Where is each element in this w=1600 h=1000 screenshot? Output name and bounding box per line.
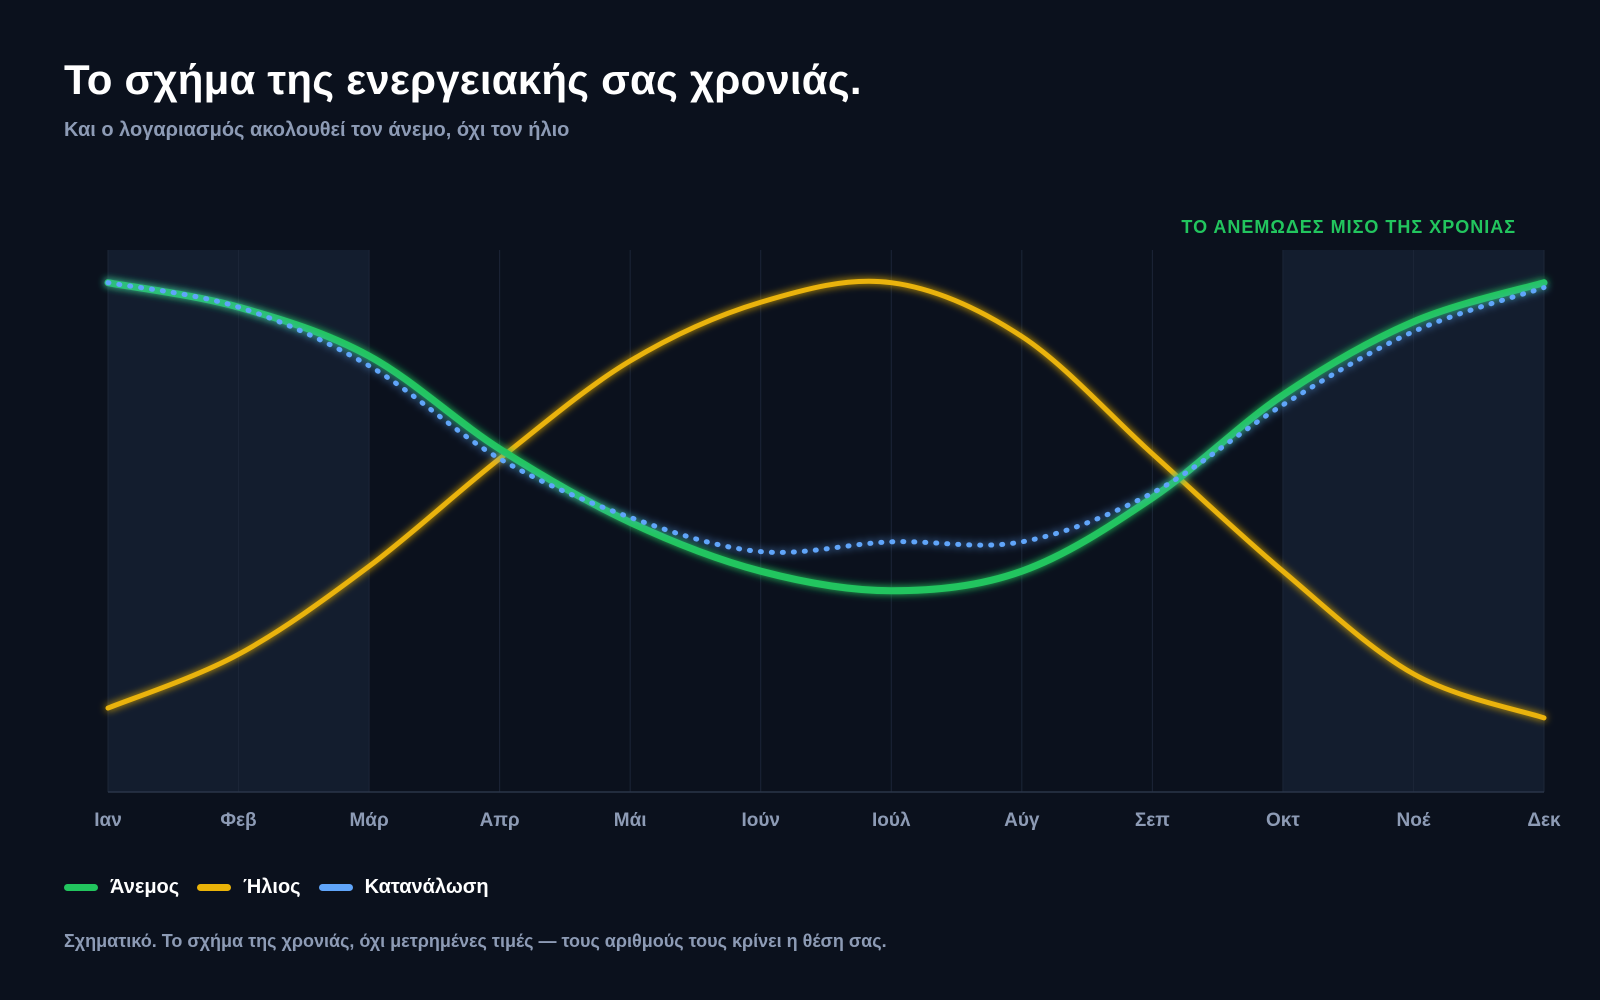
chart-title: Το σχήμα της ενεργειακής σας χρονιάς. xyxy=(64,56,862,103)
series-line-sun xyxy=(105,278,1547,721)
legend-label-wind: Άνεμος xyxy=(110,876,180,898)
legend-item-wind: Άνεμος xyxy=(64,876,179,899)
legend-label-sun: Ήλιος xyxy=(243,876,301,898)
x-tick-label: Μάι xyxy=(614,810,647,831)
x-tick-label: Οκτ xyxy=(1266,810,1300,831)
x-tick-label: Μάρ xyxy=(349,810,389,831)
x-tick-label: Απρ xyxy=(480,810,520,831)
x-tick-label: Φεβ xyxy=(220,810,256,831)
series-line-wind xyxy=(104,279,1548,595)
windy-half-annotation: ΤΟ ΑΝΕΜΩΔΕΣ ΜΙΣΟ ΤΗΣ ΧΡΟΝΙΑΣ xyxy=(1181,217,1516,237)
legend-swatch-sun xyxy=(197,884,232,891)
x-tick-label: Δεκ xyxy=(1527,810,1561,831)
legend-label-consumption: Κατανάλωση xyxy=(364,876,489,898)
chart-legend: Άνεμος Ήλιος Κατανάλωση xyxy=(64,876,507,899)
x-tick-label: Αύγ xyxy=(1004,810,1040,831)
series-line-consumption xyxy=(105,280,1547,555)
legend-swatch-wind xyxy=(64,884,98,891)
chart-subtitle: Και ο λογαριασμός ακολουθεί τον άνεμο, ό… xyxy=(64,119,570,141)
x-tick-label: Νοέ xyxy=(1397,810,1431,831)
legend-item-consumption: Κατανάλωση xyxy=(318,876,489,899)
x-tick-label: Ιούν xyxy=(741,810,780,831)
legend-item-sun: Ήλιος xyxy=(197,876,301,899)
x-tick-label: Ιούλ xyxy=(872,810,911,831)
legend-swatch-consumption xyxy=(318,884,353,891)
x-tick-label: Σεπ xyxy=(1135,810,1170,831)
footnote: Σχηματικό. Το σχήμα της χρονιάς, όχι μετ… xyxy=(64,931,887,951)
x-tick-label: Ιαν xyxy=(94,810,122,831)
